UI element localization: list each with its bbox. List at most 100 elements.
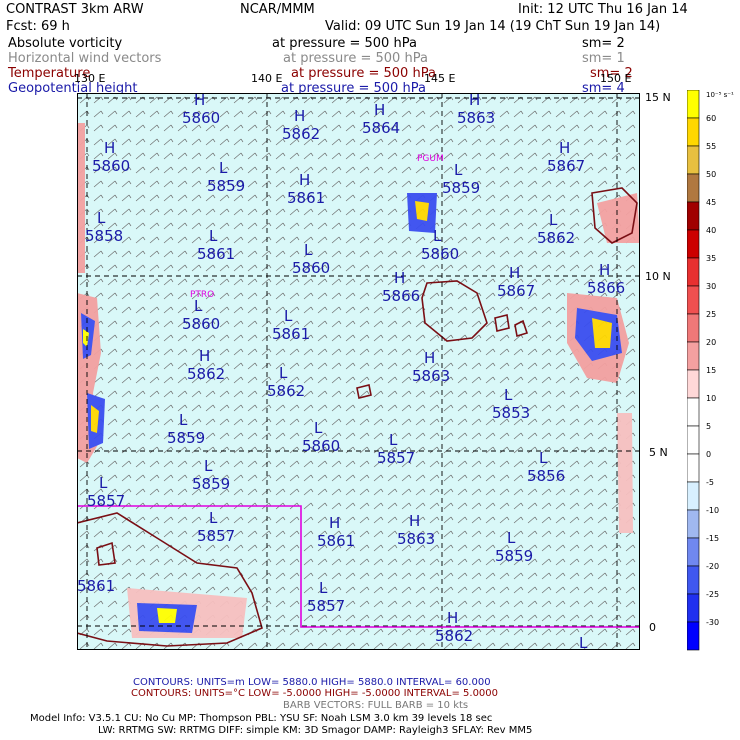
- colorbar-box: [687, 90, 700, 119]
- colorbar-level-label: 45: [706, 198, 716, 207]
- height-value: 5862: [537, 229, 575, 247]
- pressure-center-letter: L: [279, 364, 288, 382]
- height-value: 5866: [382, 287, 420, 305]
- center-label: NCAR/MMM: [240, 2, 315, 17]
- field-sm-wind: sm= 1: [582, 51, 625, 66]
- colorbar-box: [687, 593, 700, 623]
- init-time: Init: 12 UTC Thu 16 Jan 14: [518, 2, 688, 17]
- height-value: 5860: [292, 259, 330, 277]
- lon-label-140e: 140 E: [251, 72, 283, 85]
- footer-barb-vectors: BARB VECTORS: FULL BARB = 10 kts: [283, 700, 469, 711]
- pressure-center-letter: L: [504, 386, 513, 404]
- height-label: 5861: [77, 577, 115, 595]
- height-value: 5856: [527, 467, 565, 485]
- footer-contours-height: CONTOURS: UNITS=m LOW= 5880.0 HIGH= 5880…: [133, 677, 491, 688]
- colorbar-boxes: [687, 90, 700, 651]
- colorbar-box: [687, 285, 700, 315]
- height-value: 5863: [412, 367, 450, 385]
- pressure-center-letter: H: [409, 512, 420, 530]
- pressure-center-letter: L: [284, 307, 293, 325]
- colorbar-box: [687, 397, 700, 427]
- height-value: 5857: [307, 597, 345, 615]
- pressure-center-letter: L: [314, 419, 323, 437]
- height-value: 5863: [457, 109, 495, 127]
- height-value: 5859: [442, 179, 480, 197]
- colorbar-level-label: 20: [706, 338, 716, 347]
- footer-model-physics: LW: RRTMG SW: RRTMG DIFF: simple KM: 3D …: [98, 725, 533, 736]
- height-value: 5859: [167, 429, 205, 447]
- plot-title: CONTRAST 3km ARW: [6, 2, 144, 17]
- colorbar-level-label: -30: [706, 618, 719, 627]
- field-level-wind: at pressure = 500 hPa: [283, 51, 428, 66]
- height-value: 5862: [267, 382, 305, 400]
- height-value: 5862: [187, 365, 225, 383]
- height-value: 5861: [317, 532, 355, 550]
- pressure-center-letter: L: [539, 449, 548, 467]
- colorbar-level-label: -15: [706, 534, 719, 543]
- colorbar-level-label: -10: [706, 506, 719, 515]
- pressure-center-letter: H: [559, 139, 570, 157]
- height-value: 5863: [397, 530, 435, 548]
- colorbar-level-label: 30: [706, 282, 716, 291]
- pressure-center-letter: L: [454, 161, 463, 179]
- pressure-center-letter: L: [99, 474, 108, 492]
- colorbar-box: [687, 621, 700, 651]
- height-value: 5859: [192, 475, 230, 493]
- field-sm-vorticity: sm= 2: [582, 36, 625, 51]
- colorbar-box: [687, 313, 700, 343]
- pressure-center-letter: H: [374, 101, 385, 119]
- footer-model-info: Model Info: V3.5.1 CU: No Cu MP: Thompso…: [30, 713, 493, 724]
- lon-label-150e: 150 E: [600, 72, 632, 85]
- height-value: 5866: [587, 279, 625, 297]
- colorbar-level-label: -25: [706, 590, 719, 599]
- station-label-pgum: PGUM: [417, 154, 444, 164]
- field-name-temperature: Temperature: [8, 66, 91, 81]
- pressure-center-letter: H: [599, 261, 610, 279]
- height-value: 5861: [77, 577, 115, 595]
- height-value: 5857: [197, 527, 235, 545]
- pressure-center-letter: L: [389, 431, 398, 449]
- pressure-center-letter: L: [579, 634, 588, 650]
- pressure-center-letter: L: [549, 211, 558, 229]
- colorbar-box: [687, 229, 700, 259]
- pressure-center-letter: L: [179, 411, 188, 429]
- field-sm-geopotential: sm= 4: [582, 81, 625, 96]
- colorbar-level-label: 10: [706, 394, 716, 403]
- height-value: 5860: [182, 315, 220, 333]
- pressure-center-letter: H: [447, 609, 458, 627]
- lon-label-130e: 130 E: [74, 72, 106, 85]
- colorbar-box: [687, 425, 700, 455]
- pressure-center-letter: L: [319, 579, 328, 597]
- pressure-center-letter: H: [424, 349, 435, 367]
- colorbar-unit: 10⁻⁵ s⁻¹: [706, 91, 734, 99]
- height-value: 5867: [547, 157, 585, 175]
- height-value: 5857: [377, 449, 415, 467]
- height-value: 5864: [362, 119, 400, 137]
- colorbar-level-label: 40: [706, 226, 716, 235]
- colorbar-box: [687, 537, 700, 567]
- colorbar-box: [687, 341, 700, 371]
- colorbar: 605550454035302520151050-5-10-15-20-25-3…: [687, 90, 734, 651]
- colorbar-level-label: 25: [706, 310, 716, 319]
- colorbar-labels: 605550454035302520151050-5-10-15-20-25-3…: [706, 114, 719, 627]
